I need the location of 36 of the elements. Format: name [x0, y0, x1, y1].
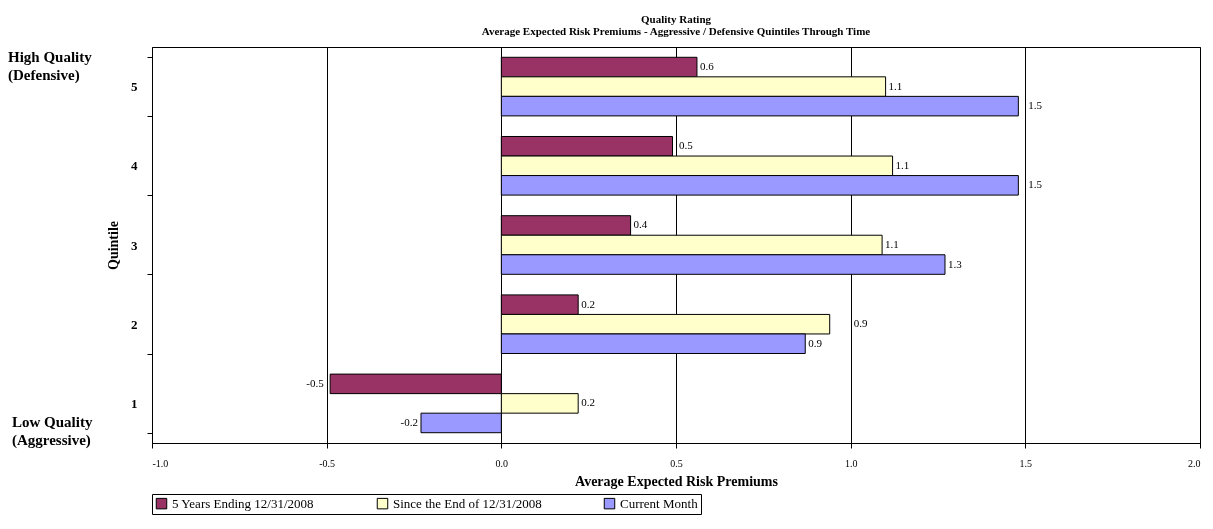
x-tick-label: 2.0 — [1188, 457, 1201, 469]
legend-label: 5 Years Ending 12/31/2008 — [172, 495, 314, 511]
data-label: -0.2 — [400, 415, 418, 428]
text: High Quality (Defensive) — [8, 48, 93, 84]
legend-label: Current Month — [620, 495, 699, 511]
data-label: 0.6 — [699, 60, 715, 73]
y-tick-label: 3 — [131, 237, 138, 253]
y-axis-title: Quintile — [106, 220, 121, 271]
y-tick-label: 5 — [131, 79, 138, 95]
x-tick-label: -1.0 — [152, 457, 169, 469]
chart-title: Quality Rating — [641, 13, 712, 25]
legend-label: Since the End of 12/31/2008 — [393, 495, 542, 511]
data-label: 0.4 — [633, 218, 648, 231]
x-tick-label: 1.5 — [1019, 457, 1033, 469]
x-tick-label: 0.0 — [495, 457, 509, 469]
data-label: -0.5 — [306, 376, 325, 389]
chart-subtitle: Average Expected Risk Premiums - Aggressive / Defensive Quintiles Through Time — [481, 25, 871, 37]
x-tick-label: -0.5 — [319, 457, 336, 469]
data-label: 1.1 — [888, 79, 903, 92]
data-label: 0.5 — [679, 139, 694, 152]
data-label: 1.1 — [895, 158, 910, 171]
data-label: 1.5 — [1028, 178, 1043, 191]
data-label: 0.2 — [581, 297, 595, 310]
y-tick-label: 4 — [131, 158, 138, 174]
data-label: 1.5 — [1028, 99, 1043, 112]
data-label: 0.2 — [581, 396, 595, 409]
data-label: 1.3 — [947, 257, 963, 270]
data-label: 1.1 — [885, 238, 899, 250]
text: Low Quality (Aggressive) — [12, 413, 94, 449]
x-tick-label: 1.0 — [844, 457, 858, 469]
y-tick-label: 2 — [131, 316, 138, 332]
x-tick-label: 0.5 — [670, 457, 683, 469]
y-tick-label: 1 — [131, 395, 138, 411]
data-label: 0.9 — [853, 317, 868, 330]
data-label: 0.9 — [808, 336, 823, 349]
x-axis-title: Average Expected Risk Premiums — [575, 473, 779, 489]
